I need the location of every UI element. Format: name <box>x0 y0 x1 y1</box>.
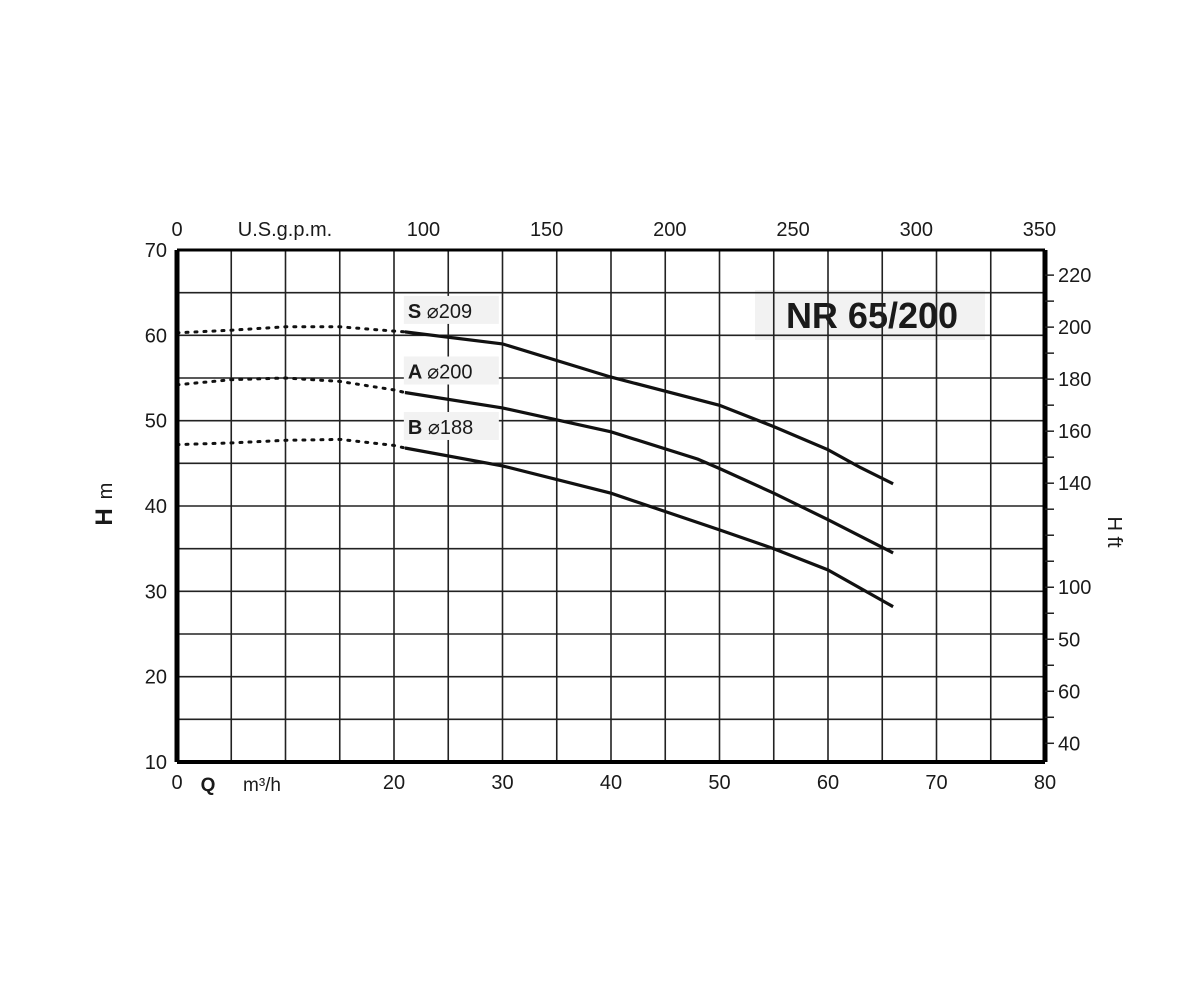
y-tick-label: 60 <box>145 325 167 347</box>
y-tick-label: 10 <box>145 752 167 774</box>
curves: S ⌀209 A ⌀200 B ⌀188 <box>175 295 894 609</box>
x2-tick-label: 0 <box>171 219 182 241</box>
x2-axis-label: U.S.g.p.m. <box>238 219 332 241</box>
curve-label-box <box>403 295 499 324</box>
x2-tick-label: 100 <box>407 219 440 241</box>
curve-diameter: ⌀188 <box>428 417 473 439</box>
y2-tick-label: 200 <box>1058 317 1091 339</box>
x-tick-label: 0 <box>171 772 182 794</box>
curve-A-solid <box>404 390 894 555</box>
y2-tick-label: 140 <box>1058 473 1091 495</box>
y2-tick-label: 100 <box>1058 577 1091 599</box>
y2-tick-label: 40 <box>1058 733 1080 755</box>
curve-label-B: B ⌀188 <box>408 417 473 439</box>
x-tick-label: 40 <box>600 772 622 794</box>
curve-name: B <box>408 417 428 439</box>
curve-name: S <box>408 301 427 323</box>
x-tick-label: 60 <box>817 772 839 794</box>
y2-tick-label: 160 <box>1058 421 1091 443</box>
y-tick-label: 70 <box>145 240 167 262</box>
x-axis-letter: Q <box>201 775 216 796</box>
curve-label-S: S ⌀209 <box>408 301 472 323</box>
y-tick-label: 40 <box>145 496 167 518</box>
x2-tick-label: 250 <box>776 219 809 241</box>
chart-title: NR 65/200 <box>786 295 958 336</box>
curve-B-dotted <box>175 437 407 450</box>
x2-tick-label: 200 <box>653 219 686 241</box>
y2-tick-label: 50 <box>1058 629 1080 651</box>
curve-diameter: ⌀209 <box>427 301 472 323</box>
y-tick-label: 20 <box>145 667 167 689</box>
y-tick-label: 30 <box>145 581 167 603</box>
x-tick-label: 30 <box>491 772 513 794</box>
curve-S-dotted <box>175 325 407 335</box>
x-tick-label: 20 <box>383 772 405 794</box>
y2-tick-label: 60 <box>1058 681 1080 703</box>
curve-S-solid <box>404 330 894 486</box>
x2-tick-label: 300 <box>900 219 933 241</box>
x-tick-label: 50 <box>708 772 730 794</box>
curve-A-dotted <box>175 376 407 394</box>
curve-diameter: ⌀200 <box>427 362 472 384</box>
curve-label-box <box>403 356 499 385</box>
x2-tick-label: 350 <box>1023 219 1056 241</box>
y-axis-letter: H <box>91 508 118 525</box>
y2-tick-label: 220 <box>1058 265 1091 287</box>
y-axis-unit: m <box>95 483 117 500</box>
x-tick-label: 70 <box>925 772 947 794</box>
curve-label-box <box>403 411 499 440</box>
y-tick-label: 50 <box>145 411 167 433</box>
y2-tick-label: 180 <box>1058 369 1091 391</box>
curve-name: A <box>408 362 427 384</box>
grid <box>177 250 1045 762</box>
curve-B-solid <box>404 446 894 609</box>
x2-tick-label: 150 <box>530 219 563 241</box>
x-axis-unit: m³/h <box>243 775 281 796</box>
y2-axis-label: H ft <box>1103 516 1125 548</box>
title-box <box>755 290 985 340</box>
curve-label-A: A ⌀200 <box>408 362 473 384</box>
x-tick-label: 80 <box>1034 772 1056 794</box>
